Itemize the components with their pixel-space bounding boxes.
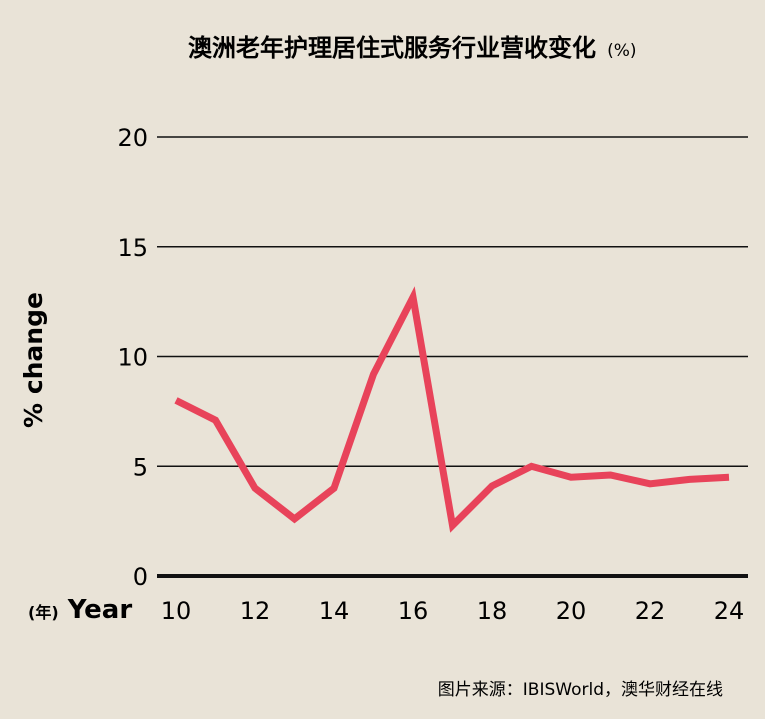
chart-title-text: 澳洲老年护理居住式服务行业营收变化: [188, 34, 596, 62]
y-tick-label-0: 0: [133, 563, 148, 591]
y-tick-label-10: 10: [117, 344, 148, 372]
x-tick-label-14: 14: [319, 597, 350, 625]
y-tick-label-20: 20: [117, 124, 148, 152]
x-tick-label-18: 18: [477, 597, 508, 625]
series-layer: [174, 286, 730, 533]
x-axis-ticks: 10 12 14 16 18 20 22 24: [161, 597, 745, 625]
x-tick-label-24: 24: [714, 597, 745, 625]
x-axis-label-text: Year: [67, 595, 133, 625]
x-tick-label-16: 16: [398, 597, 429, 625]
x-tick-label-20: 20: [556, 597, 587, 625]
x-axis-label: (年) Year: [28, 595, 132, 625]
source-note: 图片来源：IBISWorld，澳华财经在线: [438, 680, 723, 700]
gridlines: [157, 136, 748, 578]
x-axis-label-prefix: (年): [28, 603, 59, 622]
y-tick-label-15: 15: [117, 234, 148, 262]
x-tick-label-22: 22: [635, 597, 666, 625]
series-line-0: [174, 286, 730, 533]
x-tick-label-12: 12: [240, 597, 271, 625]
chart-title: 澳洲老年护理居住式服务行业营收变化 (%): [188, 34, 637, 62]
chart-title-unit: (%): [607, 41, 636, 61]
x-tick-label-10: 10: [161, 597, 192, 625]
y-tick-label-5: 5: [133, 453, 148, 481]
y-axis-ticks: 0 5 10 15 20: [117, 124, 148, 591]
y-axis-label: % change: [19, 292, 48, 428]
